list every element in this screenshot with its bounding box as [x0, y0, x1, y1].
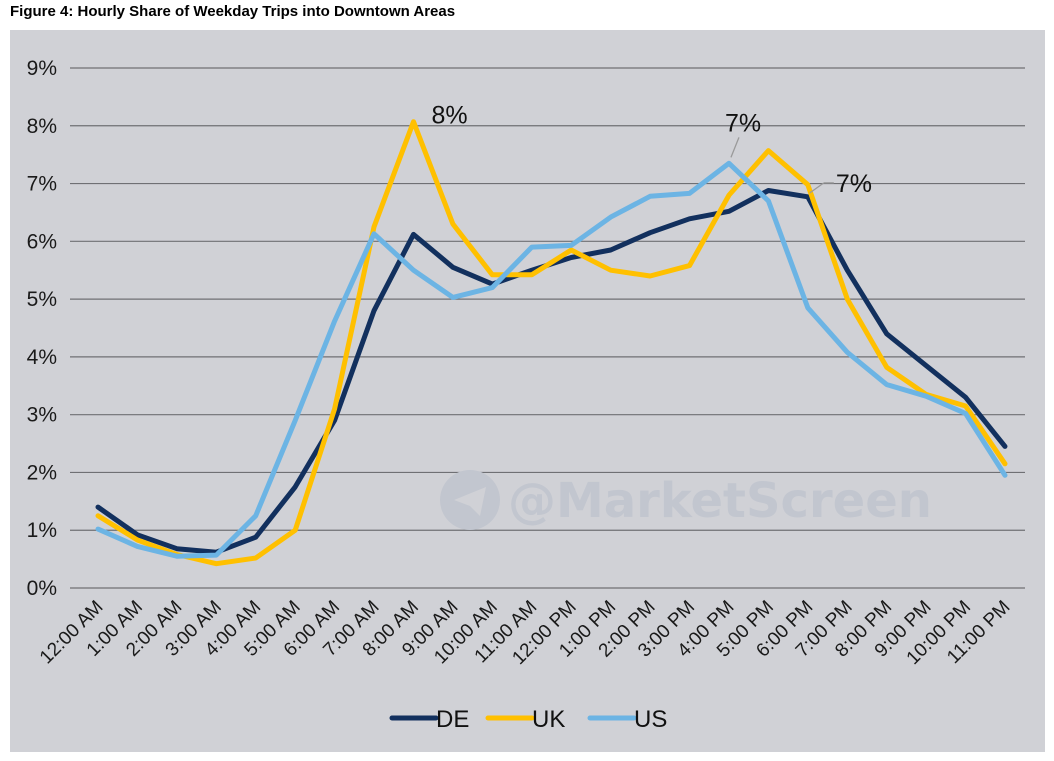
y-tick-label: 6% [27, 230, 57, 253]
telegram-plane-icon [454, 487, 486, 516]
y-tick-label: 2% [27, 461, 57, 484]
x-axis-ticks: 12:00 AM1:00 AM2:00 AM3:00 AM4:00 AM5:00… [36, 597, 1015, 669]
y-tick-label: 0% [27, 577, 57, 600]
y-tick-label: 1% [27, 519, 57, 542]
legend-label-de: DE [436, 706, 469, 733]
gridlines [70, 67, 1025, 589]
chart-panel: 0% 1% 2% 3% 4% 5% 6% 7% 8% 9% 12:00 AM 1:00 AM 2:00… [10, 30, 1045, 752]
line-chart: 0% 1% 2% 3% 4% 5% 6% 7% 8% 9% 12:00 AM1:00 AM2:00… [27, 57, 1025, 733]
series-lines [95, 119, 1008, 567]
y-tick-label: 3% [27, 404, 57, 427]
callouts: 8% 7% 7% [431, 102, 871, 198]
legend-label-us: US [634, 706, 667, 733]
data-callout-label: 7% [836, 170, 872, 198]
series-line-us [95, 160, 1008, 559]
y-tick-label: 7% [27, 173, 57, 196]
legend-label-uk: UK [532, 706, 565, 733]
y-tick-label: 4% [27, 346, 57, 369]
y-axis-ticks: 0% 1% 2% 3% 4% 5% 6% 7% 8% 9% [27, 57, 57, 600]
watermark: @MarketScreen [440, 470, 932, 530]
y-tick-label: 5% [27, 288, 57, 311]
series-line-uk [95, 119, 1008, 567]
callout-leader [809, 182, 825, 194]
figure-title: Figure 4: Hourly Share of Weekday Trips … [10, 3, 456, 20]
data-callout-label: 7% [725, 109, 761, 137]
watermark-text: @MarketScreen [508, 473, 932, 529]
y-tick-label: 9% [27, 57, 57, 80]
callout-leader [730, 137, 740, 158]
legend: DE UK US [389, 706, 667, 733]
data-callout-label: 8% [431, 102, 467, 130]
y-tick-label: 8% [27, 115, 57, 138]
